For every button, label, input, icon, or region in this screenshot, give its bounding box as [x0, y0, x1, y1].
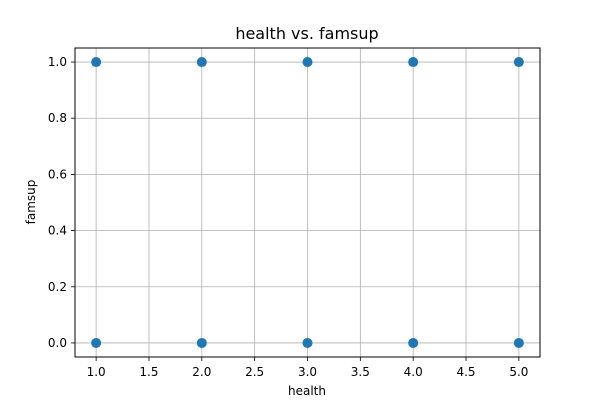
- x-axis-label: health: [288, 384, 326, 398]
- x-tick-label: 2.0: [192, 365, 211, 379]
- chart-title: health vs. famsup: [235, 24, 378, 43]
- x-tick-label: 1.5: [139, 365, 158, 379]
- data-point: [408, 337, 419, 348]
- x-tick-label: 1.0: [87, 365, 106, 379]
- data-point: [513, 57, 524, 68]
- data-point: [91, 57, 102, 68]
- y-tick-label: 0.8: [48, 111, 67, 125]
- data-point: [302, 57, 313, 68]
- y-tick-label: 0.6: [48, 167, 67, 181]
- data-point: [408, 57, 419, 68]
- data-point: [196, 337, 207, 348]
- y-ticks: 0.0 0.2 0.4 0.6 0.8 1.0: [48, 55, 75, 350]
- y-axis-label: famsup: [24, 180, 38, 225]
- y-tick-label: 0.2: [48, 280, 67, 294]
- data-point: [91, 337, 102, 348]
- x-tick-label: 4.5: [456, 365, 475, 379]
- grid: [75, 48, 540, 357]
- data-points: [91, 57, 524, 348]
- x-tick-label: 4.0: [404, 365, 423, 379]
- y-tick-label: 1.0: [48, 55, 67, 69]
- x-tick-label: 5.0: [509, 365, 528, 379]
- y-tick-label: 0.0: [48, 336, 67, 350]
- data-point: [196, 57, 207, 68]
- x-tick-label: 3.0: [298, 365, 317, 379]
- data-point: [302, 337, 313, 348]
- x-ticks: 1.0 1.5 2.0 2.5 3.0 3.5 4.0 4.5 5.0: [87, 357, 528, 379]
- x-tick-label: 2.5: [245, 365, 264, 379]
- y-tick-label: 0.4: [48, 224, 67, 238]
- data-point: [513, 337, 524, 348]
- x-tick-label: 3.5: [351, 365, 370, 379]
